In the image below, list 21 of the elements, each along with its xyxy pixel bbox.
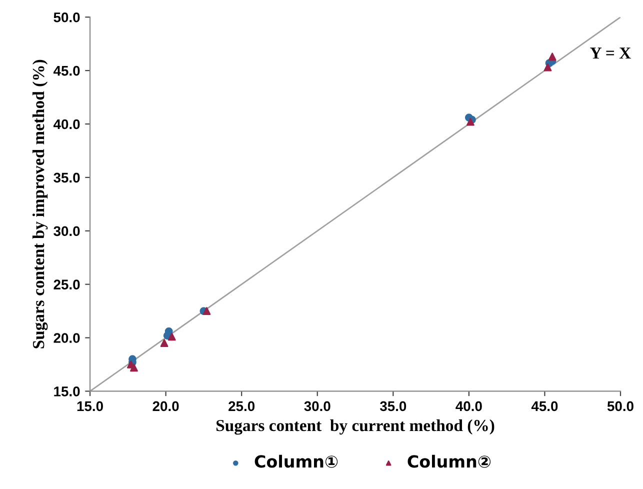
y-tick-label: 40.0 — [53, 119, 80, 130]
y-tick-label: 35.0 — [54, 172, 80, 183]
x-tick-label: 35.0 — [380, 401, 406, 412]
legend-label: Column① — [254, 454, 338, 468]
y-tick-label: 20.0 — [54, 333, 80, 343]
x-tick-label: 50.0 — [607, 401, 634, 412]
x-tick-label: 30.0 — [304, 401, 330, 412]
x-tick-label: 15.0 — [77, 401, 103, 412]
legend-label: Column② — [408, 454, 491, 468]
y-axis-title: Sugars content by improved method (%) — [32, 60, 48, 348]
y-tick-label: 15.0 — [54, 386, 80, 396]
x-tick-label: 20.0 — [152, 401, 179, 412]
y-tick-label: 45.0 — [53, 66, 80, 76]
annotation: Y = X — [590, 48, 631, 59]
y-tick-label: 50.0 — [54, 12, 80, 22]
x-tick-label: 25.0 — [228, 401, 255, 412]
y-tick-label: 25.0 — [54, 280, 80, 290]
x-axis-title: Sugars content by current method (%) — [216, 419, 494, 435]
x-tick-label: 45.0 — [531, 401, 558, 412]
x-tick-label: 40.0 — [456, 401, 482, 412]
y-tick-label: 30.0 — [54, 226, 80, 236]
